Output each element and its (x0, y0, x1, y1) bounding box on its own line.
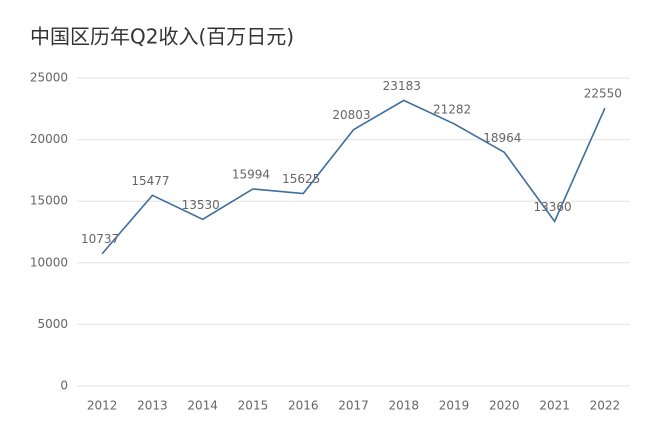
y-tick-label: 5000 (37, 317, 68, 331)
x-tick-label: 2012 (87, 399, 118, 413)
x-tick-label: 2016 (288, 399, 319, 413)
data-label: 21282 (433, 102, 471, 116)
data-label: 15994 (232, 167, 270, 181)
data-label: 18964 (483, 131, 521, 145)
chart-title: 中国区历年Q2收入(百万日元) (30, 25, 294, 49)
y-tick-label: 10000 (30, 255, 68, 269)
x-tick-label: 2014 (187, 399, 218, 413)
y-tick-label: 25000 (30, 71, 68, 85)
data-label: 20803 (332, 108, 370, 122)
data-label: 10737 (81, 232, 119, 246)
x-tick-label: 2021 (539, 399, 570, 413)
x-tick-label: 2022 (590, 399, 621, 413)
x-tick-label: 2017 (338, 399, 369, 413)
data-label: 22550 (584, 87, 622, 101)
line (101, 99, 606, 255)
data-label: 15625 (282, 172, 320, 186)
data-label: 23183 (383, 79, 421, 93)
data-label: 13360 (533, 200, 571, 214)
data-label: 13530 (182, 198, 220, 212)
x-tick-label: 2013 (137, 399, 168, 413)
y-tick-label: 0 (60, 379, 68, 393)
data-label: 15477 (131, 174, 169, 188)
x-tick-label: 2015 (238, 399, 269, 413)
x-tick-label: 2019 (439, 399, 470, 413)
y-tick-label: 20000 (30, 132, 68, 146)
y-tick-label: 15000 (30, 194, 68, 208)
x-tick-label: 2018 (388, 399, 419, 413)
x-tick-label: 2020 (489, 399, 520, 413)
